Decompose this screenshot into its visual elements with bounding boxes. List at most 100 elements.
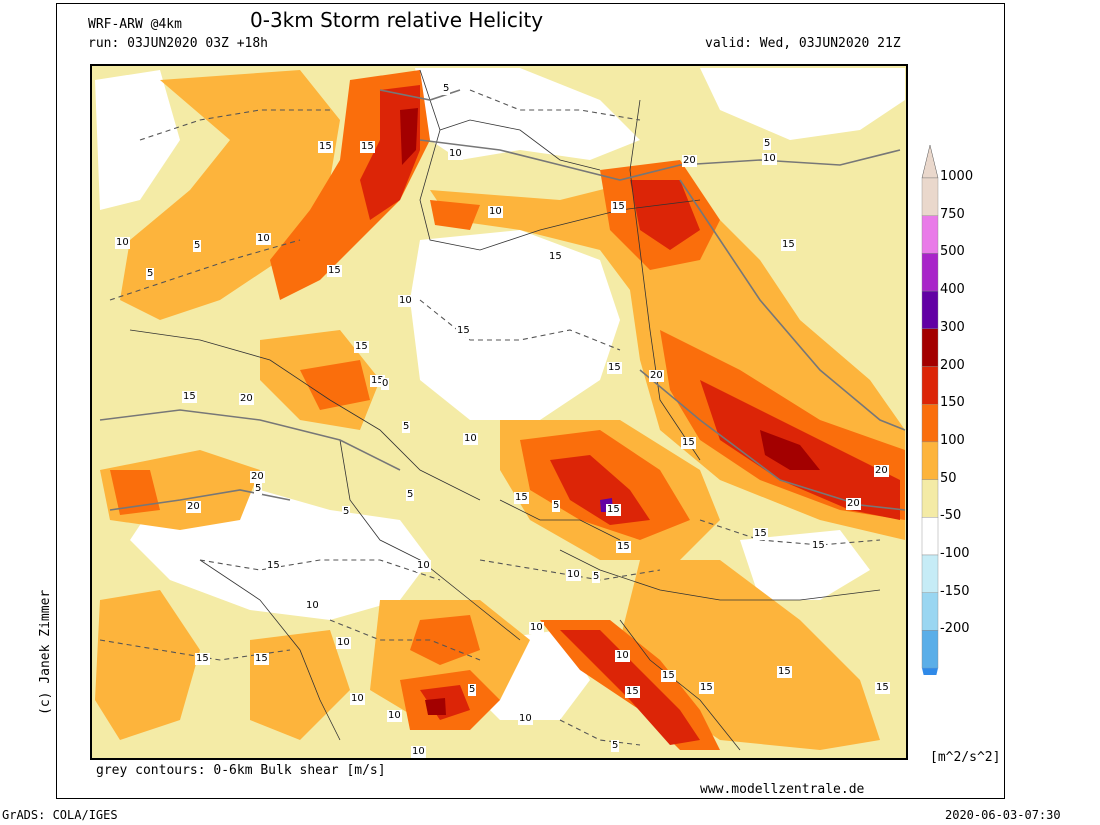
contour-label: 15 — [354, 341, 369, 353]
contour-label: 10 — [411, 746, 426, 758]
valid-label: valid: Wed, 03JUN2020 21Z — [705, 36, 901, 51]
model-label: WRF-ARW @4km — [88, 17, 182, 32]
contour-label: 15 — [606, 504, 621, 516]
contour-label: 10 — [463, 433, 478, 445]
contour-label: 10 — [416, 560, 431, 572]
contour-label: 15 — [327, 265, 342, 277]
contour-label: 10 — [305, 600, 320, 612]
run-label: run: 03JUN2020 03Z +18h — [88, 36, 269, 51]
legend-label: 50 — [940, 470, 957, 486]
legend-label: -150 — [940, 583, 970, 599]
legend-swatch — [921, 290, 939, 330]
contour-label: 15 — [611, 201, 626, 213]
contour-label: 5 — [254, 483, 263, 495]
contour-label: 15 — [514, 492, 529, 504]
contour-label: 20 — [250, 471, 265, 483]
contour-label: 15 — [456, 325, 471, 337]
contour-label: 15 — [777, 666, 792, 678]
legend-swatch — [921, 592, 939, 631]
contour-label: 15 — [753, 528, 768, 540]
contour-label: 20 — [186, 501, 201, 513]
figure-frame — [56, 3, 1005, 799]
legend-swatch — [921, 253, 939, 292]
bulk-shear-contours — [99, 89, 906, 511]
legend-bottom-arrow — [922, 668, 938, 675]
contour-label: 5 — [442, 83, 451, 95]
contour-label: 5 — [193, 240, 202, 252]
contour-label: 15 — [681, 437, 696, 449]
legend-label: 200 — [940, 357, 965, 373]
contour-label: 15 — [195, 653, 210, 665]
contour-label: 20 — [846, 498, 861, 510]
legend-label: -100 — [940, 546, 970, 561]
legend-swatch — [921, 517, 939, 556]
grads-label: GrADS: COLA/IGES — [2, 808, 118, 822]
contour-label: 10 — [762, 153, 777, 165]
legend-swatch — [921, 554, 939, 593]
legend-swatch — [921, 177, 939, 216]
helicity-map — [90, 64, 908, 760]
contour-label: 5 — [763, 138, 772, 150]
legend-swatch — [921, 441, 939, 480]
contour-label: 10 — [398, 295, 413, 307]
contour-label: 20 — [682, 155, 697, 167]
contour-label: 10 — [387, 710, 402, 722]
legend-swatch — [921, 328, 939, 367]
contour-label: 10 — [518, 713, 533, 725]
legend-label: 750 — [940, 206, 965, 222]
map-border — [90, 64, 908, 760]
legend-top-arrow — [921, 144, 939, 179]
contour-label: 5 — [402, 421, 411, 433]
contour-label: 5 — [342, 506, 351, 518]
contour-label: 15 — [616, 541, 631, 553]
contour-label: 10 — [566, 569, 581, 581]
contours-note: grey contours: 0-6km Bulk shear [m/s] — [96, 763, 386, 778]
contour-label: 15 — [360, 141, 375, 153]
map-title: 0-3km Storm relative Helicity — [250, 8, 544, 32]
legend-label: 300 — [940, 319, 965, 335]
contour-label: 10 — [488, 206, 503, 218]
contour-label: 10 — [115, 237, 130, 249]
contour-label: 10 — [529, 622, 544, 634]
contour-label: 5 — [592, 571, 601, 583]
contour-label: 15 — [661, 670, 676, 682]
credit-label: (c) Janek Zimmer — [38, 589, 53, 715]
timestamp-label: 2020-06-03-07:30 — [945, 808, 1061, 822]
contour-label: 15 — [699, 682, 714, 694]
contour-label: 15 — [548, 251, 563, 263]
very-high-helicity-areas — [400, 108, 820, 715]
contour-label: 10 — [336, 637, 351, 649]
contour-label: 10 — [615, 650, 630, 662]
legend-label: 400 — [940, 282, 965, 298]
contour-label: 15 — [318, 141, 333, 153]
contour-label: 20 — [649, 370, 664, 382]
website-link[interactable]: www.modellzentrale.de — [700, 782, 865, 797]
contour-label: 5 — [611, 740, 620, 752]
legend-label: 150 — [940, 395, 965, 411]
legend-label: -200 — [940, 621, 970, 637]
contour-label: 15 — [811, 540, 826, 552]
contour-label: 15 — [875, 682, 890, 694]
contour-label: 20 — [239, 393, 254, 405]
legend-label: 500 — [940, 244, 965, 260]
legend-swatch — [921, 630, 939, 669]
contour-label: 5 — [552, 500, 561, 512]
legend-swatch — [921, 215, 939, 254]
legend-label: 1000 — [940, 169, 974, 184]
contour-label: 20 — [874, 465, 889, 477]
contour-label: 15 — [254, 653, 269, 665]
contour-label: 15 — [625, 686, 640, 698]
legend-swatch — [921, 479, 939, 518]
color-legend-bar — [921, 144, 939, 675]
units-label: [m^2/s^2] — [930, 750, 1001, 765]
contour-label: 15 — [607, 362, 622, 374]
legend-label: -50 — [940, 508, 962, 524]
legend-swatch — [921, 366, 939, 405]
contour-label: 10 — [448, 148, 463, 160]
legend-label: 100 — [940, 432, 965, 448]
legend-swatch — [921, 404, 939, 443]
contour-label: 10 — [256, 233, 271, 245]
contour-label: 0 — [381, 378, 390, 390]
contour-label: 15 — [182, 391, 197, 403]
contour-label: 10 — [350, 693, 365, 705]
